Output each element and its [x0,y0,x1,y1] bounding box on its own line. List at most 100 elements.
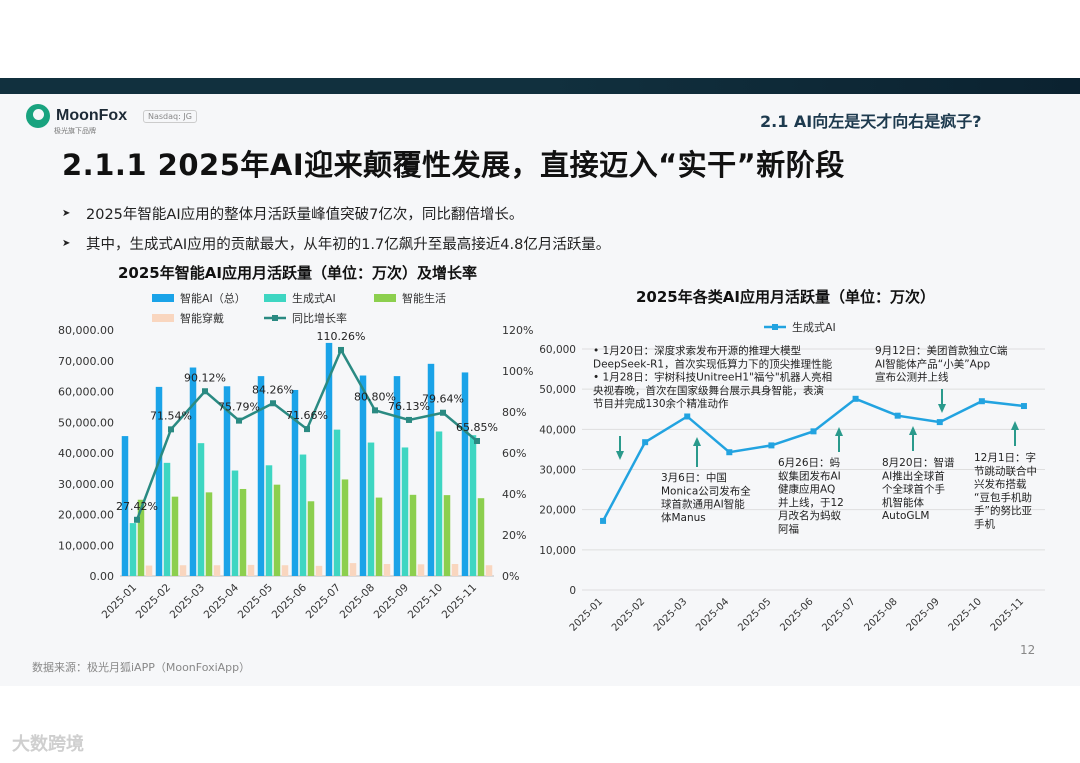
chart1-bar [451,564,459,576]
chart1-growth-label: 80.80% [354,390,396,403]
chart1-y-left-tick: 20,000.00 [58,509,114,522]
chart1-y-right-tick: 40% [502,488,526,501]
chart1-bar [121,436,129,576]
chart1-growth-point [134,516,140,523]
chart1-y-left-tick: 40,000.00 [58,447,114,460]
chart1-bar [145,565,153,576]
chart1-bar [291,389,299,576]
chart2-annotation-text: 阿福 [778,523,799,536]
chart2-annotation-text: 宣布公测并上线 [875,371,949,384]
chart2-legend-marker [772,324,778,330]
chart1-growth-point [338,346,344,353]
chart2-arrow-head-icon [616,451,624,460]
chart2-annotation-text: 节跳动联合中 [974,464,1037,477]
chart1-x-tick: 2025-07 [304,582,344,622]
chart1-y-left-tick: 10,000.00 [58,539,114,552]
chart2-x-tick: 2025-04 [694,596,731,633]
chart2-point [1020,403,1027,410]
chart1-bar [247,564,255,576]
chart1-bar [137,499,145,576]
chart1-title: 2025年智能AI应用月活跃量（单位：万次）及增长率 [118,264,477,282]
bullet-text: 2025年智能AI应用的整体月活跃量峰值突破7亿次，同比翻倍增长。 [86,206,524,223]
chart1-bar [231,470,239,576]
chart1-bar [163,462,171,576]
chart1-bar [239,488,247,576]
chart2-point [936,419,943,426]
chart2-x-tick: 2025-11 [989,596,1026,633]
chart1-y-right-tick: 120% [502,324,533,337]
arrow-bullet-icon: ➤ [62,237,71,249]
section-tag: 2.1 AI向左是天才向右是疯子? [760,112,982,131]
chart2-point [600,517,607,524]
chart2-annotation-text: 蚁集团发布AI [778,469,841,482]
chart2-annotation-text: • 1月20日：深度求索发布开源的推理大模型 [593,344,801,357]
chart2-point [894,412,901,419]
chart1-x-tick: 2025-06 [270,581,310,621]
chart2-point [852,395,859,402]
chart1-growth-label: 71.66% [286,409,328,422]
chart1-y-left-tick: 0.00 [90,570,115,583]
chart2-annotation-text: • 1月28日：宇树科技UnitreeH1"福兮"机器人亮相 [593,371,832,384]
chart1-x-tick: 2025-02 [134,582,174,622]
chart1-bar [477,498,485,576]
chart1-bar [257,376,265,576]
chart1-bar [213,565,221,576]
chart2-annotation-text: 体Manus [661,512,706,524]
chart2-y-tick: 20,000 [539,505,576,517]
chart2-annotation-text: 机智能体 [882,496,924,509]
chart1-growth-label: 110.26% [317,330,366,343]
chart2-y-tick: 50,000 [539,384,576,396]
chart1-y-left-tick: 60,000.00 [58,386,114,399]
chart2-arrow-head-icon [1011,421,1019,430]
chart2-point [684,413,691,420]
chart1-legend-marker [272,315,278,321]
chart1-legend-label: 智能AI（总） [180,291,246,305]
chart1-growth-label: 84.26% [252,383,294,396]
watermark: 大数跨境 [12,734,84,755]
chart1-bar [273,484,281,576]
bullet-list: ➤ 2025年智能AI应用的整体月活跃量峰值突破7亿次，同比翻倍增长。 ➤ 其中… [62,198,610,258]
chart2-arrow-head-icon [938,404,946,413]
bullet-item: ➤ 2025年智能AI应用的整体月活跃量峰值突破7亿次，同比翻倍增长。 [62,198,610,228]
chart1-y-right-tick: 100% [502,365,533,378]
chart2-arrow-head-icon [909,426,917,435]
chart1-bar [375,497,383,576]
chart2-annotation-text: 央视春晚，首次在国家级舞台展示具身智能，表演 [593,384,824,397]
chart2-x-tick: 2025-02 [610,596,647,633]
chart1-legend-swatch [152,294,174,302]
chart2-annotation-text: 手”的努比亚 [974,504,1032,517]
chart2-annotation-text: AI推出全球首 [882,469,945,482]
brand-name: MoonFox [56,107,128,124]
chart1-growth-label: 90.12% [184,371,226,384]
chart1-growth-point [372,407,378,414]
chart2-annotation-text: DeepSeek-R1，首次实现低算力下的顶尖推理性能 [593,357,833,370]
page-number: 12 [1020,643,1036,657]
brand-subtitle: 极光旗下品牌 [54,127,96,135]
chart2-annotation-text: AutoGLM [882,510,929,522]
chart1-x-tick: 2025-10 [406,582,446,622]
chart1-growth-label: 71.54% [150,409,192,422]
chart1-bar [367,442,375,576]
chart2-annotation-text: 节目并完成130余个精准动作 [593,397,729,410]
chart1-bar [435,431,443,576]
chart1-y-right-tick: 20% [502,529,526,542]
chart1-growth-point [236,417,242,424]
chart1-legend-label: 生成式AI [292,291,336,305]
chart2-annotation-text: 手机 [974,518,995,531]
chart1-bar [155,386,163,576]
chart1-bar [281,565,289,576]
chart1-y-right-tick: 60% [502,447,526,460]
chart1-bar [189,367,197,576]
chart1-bar [349,563,357,576]
chart2-x-tick: 2025-03 [652,596,689,633]
chart1-growth-label: 76.13% [388,400,430,413]
chart2-point [978,398,985,405]
chart1-legend-swatch [152,314,174,322]
chart2-y-tick: 30,000 [539,465,576,477]
chart1-bar [265,465,273,576]
chart1-growth-label: 79.64% [422,393,464,406]
chart1-growth-point [304,426,310,433]
chart1-bar [443,495,451,576]
chart2-arrow-head-icon [693,437,701,446]
